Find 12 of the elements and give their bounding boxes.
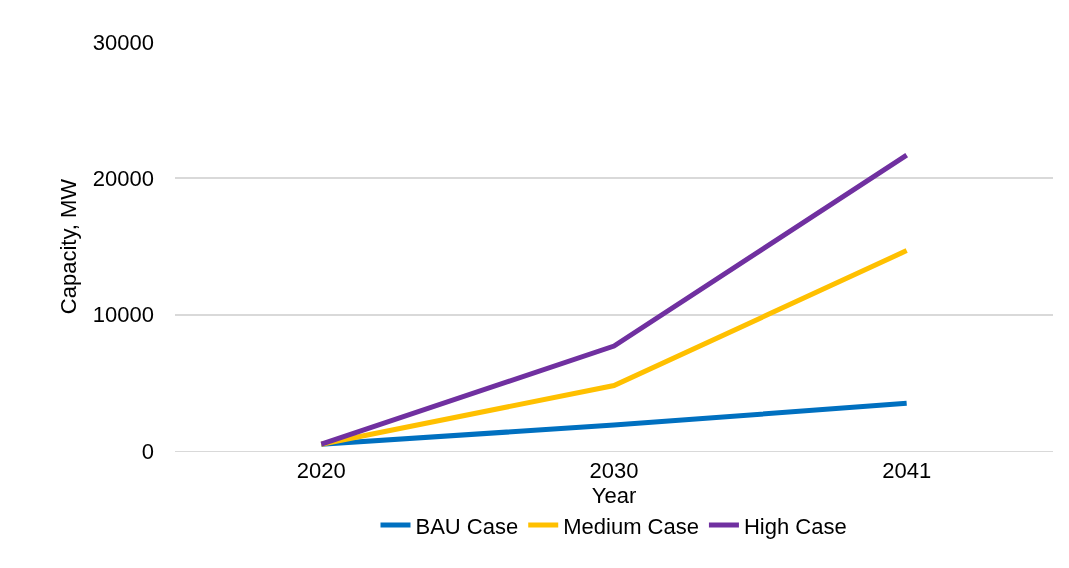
x-tick-label: 2041 xyxy=(882,458,932,484)
x-tick-label: 2030 xyxy=(589,458,639,484)
y-tick-label: 10000 xyxy=(92,302,154,328)
legend-label: High Case xyxy=(743,513,847,539)
x-tick-label: 2020 xyxy=(296,458,346,484)
y-tick-label: 30000 xyxy=(92,29,154,55)
legend-label: Medium Case xyxy=(563,513,699,539)
x-axis-title: Year xyxy=(591,483,637,509)
y-tick-label: 20000 xyxy=(92,166,154,192)
legend-label: BAU Case xyxy=(415,513,519,539)
y-axis-title: Capacity, MW xyxy=(55,178,81,315)
y-tick-label: 0 xyxy=(141,438,154,464)
